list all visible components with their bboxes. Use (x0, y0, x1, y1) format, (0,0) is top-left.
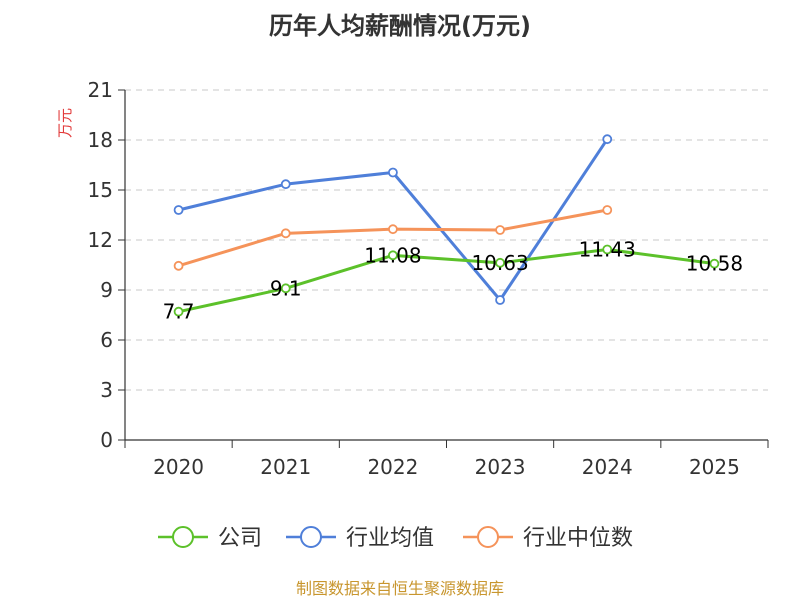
y-tick-label: 21 (88, 78, 113, 102)
data-point (280, 179, 291, 190)
data-label: 10.58 (686, 252, 743, 276)
x-tick-label: 2021 (260, 455, 311, 479)
data-label: 9.1 (270, 276, 302, 300)
data-point (709, 258, 720, 269)
data-point (388, 250, 398, 261)
x-tick-label: 2022 (367, 455, 418, 479)
chart-title: 历年人均薪酬情况(万元) (269, 12, 531, 40)
y-tick-label: 3 (100, 378, 113, 402)
data-label: 11.08 (364, 243, 421, 267)
legend-marker (477, 526, 499, 548)
data-label: 10.63 (471, 251, 528, 275)
legend-label: 行业中位数 (523, 526, 633, 551)
x-tick-label: 2023 (475, 455, 526, 479)
data-point (280, 228, 291, 239)
data-point (602, 134, 613, 145)
y-tick-label: 0 (100, 428, 113, 452)
legend: 公司 行业均值 行业中位数 (158, 526, 633, 551)
y-tick-label: 18 (88, 128, 113, 152)
data-point (388, 224, 398, 235)
legend-marker (172, 526, 194, 548)
source-note: 制图数据来自恒生聚源数据库 (296, 579, 504, 598)
data-point (495, 257, 505, 268)
data-label: 11.43 (579, 238, 636, 262)
data-label: 7.7 (163, 300, 195, 324)
series-line-0 (178, 248, 715, 314)
x-axis-ticks: 2020 2021 2022 2023 2024 2025 (124, 440, 769, 479)
data-point (602, 205, 613, 215)
y-axis-ticks: 0 3 6 9 12 15 18 21 (88, 78, 125, 452)
y-tick-label: 9 (100, 278, 113, 302)
data-labels: 7.7 9.1 11.08 10.63 11.43 10.58 (163, 238, 743, 324)
x-tick-label: 2020 (153, 455, 204, 479)
data-point (173, 306, 184, 317)
data-point (173, 205, 184, 215)
data-point (388, 167, 398, 178)
legend-marker (300, 526, 322, 548)
legend-label: 行业均值 (346, 526, 434, 551)
data-point (495, 295, 505, 305)
grid-lines (125, 89, 768, 391)
x-tick-label: 2024 (582, 455, 633, 479)
y-tick-label: 12 (88, 228, 113, 252)
y-axis-label: 万元 (56, 108, 74, 138)
data-point (495, 225, 505, 235)
data-point (280, 283, 291, 294)
data-point (173, 260, 184, 271)
x-tick-label: 2025 (689, 455, 740, 479)
axes (124, 90, 768, 441)
y-tick-label: 6 (100, 328, 113, 352)
data-point (602, 244, 613, 255)
series-line-1 (178, 138, 609, 302)
y-tick-label: 15 (88, 178, 113, 202)
series-group (173, 134, 720, 317)
legend-label: 公司 (218, 526, 262, 551)
